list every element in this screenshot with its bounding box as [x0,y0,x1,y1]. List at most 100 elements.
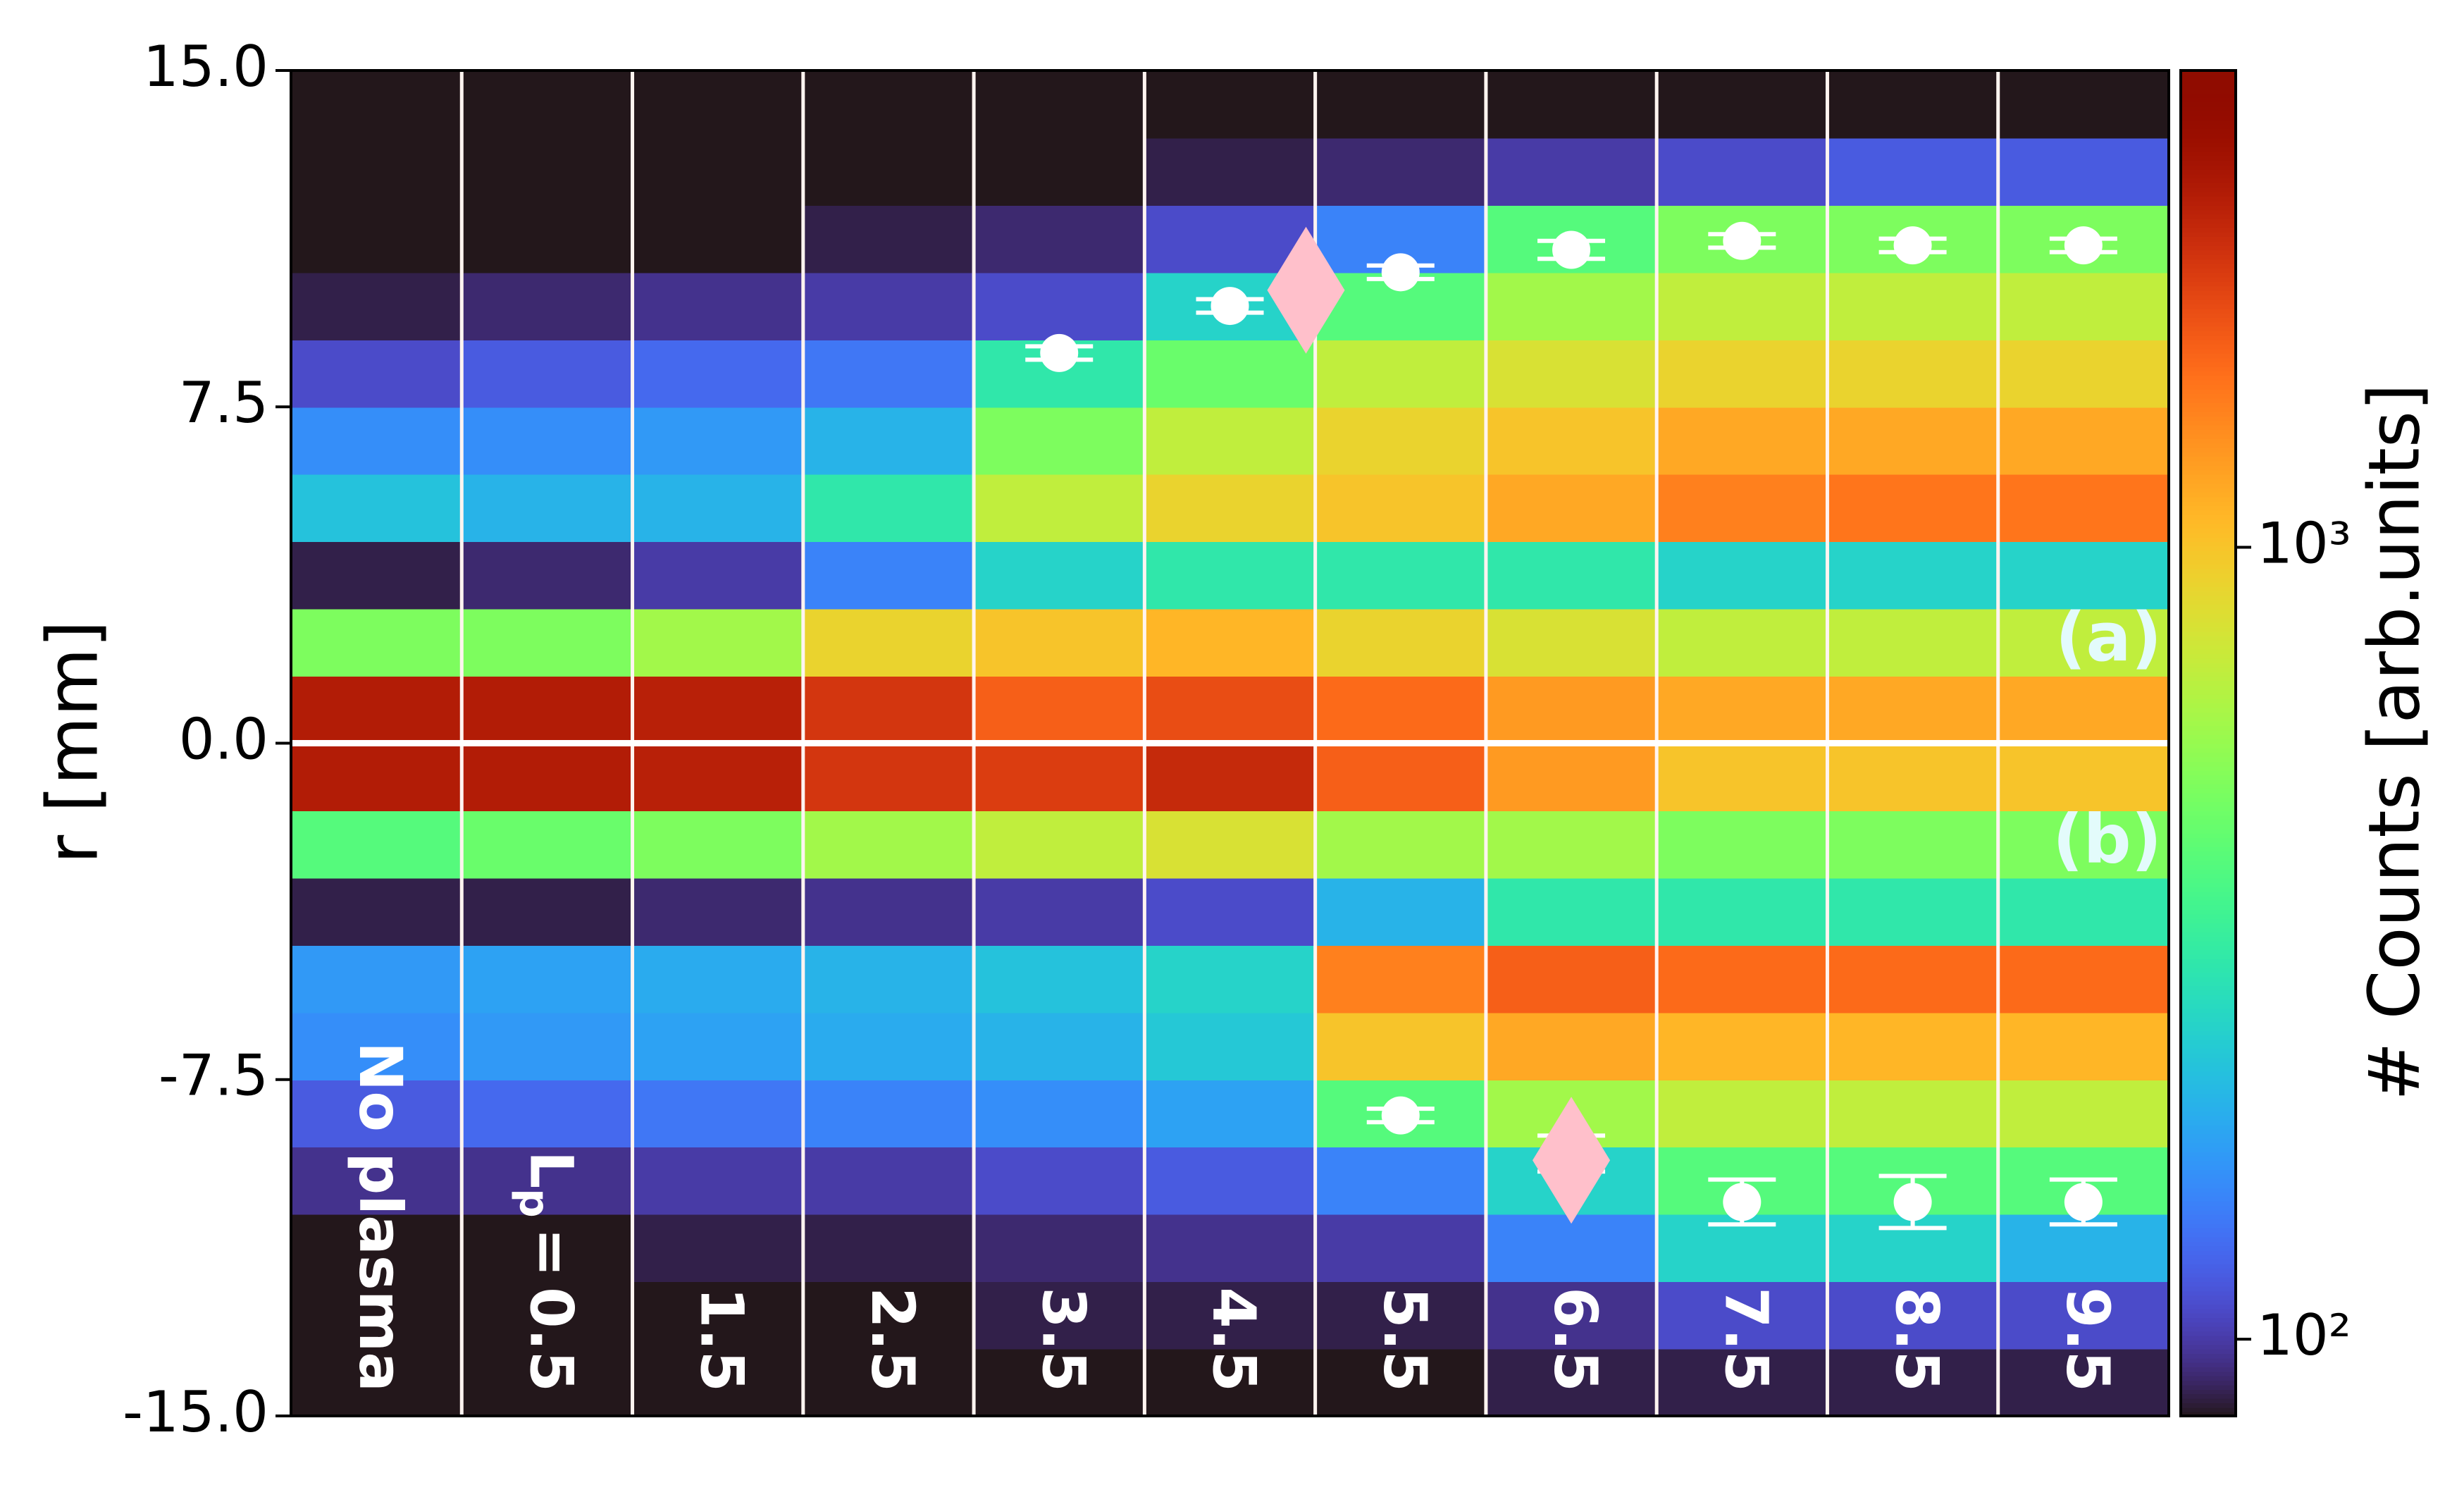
heatmap-cell [1998,743,2169,811]
colorbar-strip [2181,1250,2236,1255]
colorbar-strip [2181,801,2236,807]
colorbar-strip [2181,1344,2236,1350]
colorbar-strip [2181,1071,2236,1076]
colorbar-strip [2181,1191,2236,1197]
colorbar-strip [2181,92,2236,99]
colorbar-strip [2181,173,2236,179]
heatmap-cell [291,1079,463,1148]
heatmap-cell [1315,1281,1487,1350]
colorbar-strip [2181,720,2236,727]
colorbar-strip [2181,487,2236,493]
colorbar-strip [2181,1367,2236,1372]
colorbar-strip [2181,312,2236,318]
colorbar-strip [2181,514,2236,520]
colorbar-strip [2181,147,2236,152]
heatmap-cell [1657,474,1828,543]
colorbar-tick-label: 10³ [2257,510,2351,576]
colorbar-strip [2181,1088,2236,1094]
colorbar-strip [2181,128,2236,135]
colorbar-strip [2181,196,2236,202]
heatmap-cell [974,1214,1146,1283]
colorbar-strip [2181,492,2236,498]
colorbar-strip [2181,1035,2236,1040]
colorbar-strip [2181,532,2236,538]
colorbar-strip [2181,994,2236,1000]
colorbar-strip [2181,1111,2236,1116]
colorbar-strip [2181,868,2236,875]
heatmap-cell [803,137,975,206]
heatmap-cell [974,1147,1146,1215]
heatmap-cell [1144,474,1316,543]
colorbar-strip [2181,1204,2236,1211]
heatmap-cell [1315,70,1487,139]
heatmap-cell [1827,1348,1999,1417]
heatmap-cell [462,1281,633,1350]
heatmap-cell [974,541,1146,610]
colorbar-strip [2181,187,2236,192]
heatmap-cell [803,1147,975,1215]
colorbar-strip [2181,954,2236,959]
heatmap-cell [1827,137,1999,206]
heatmap-cell [1144,339,1316,408]
colorbar-strip [2181,1043,2236,1049]
colorbar-strip [2181,451,2236,457]
colorbar-strip [2181,411,2236,417]
colorbar-strip [2181,402,2236,408]
heatmap-cell [974,1012,1146,1080]
heatmap-cell [974,1281,1146,1350]
colorbar-strip [2181,352,2236,359]
heatmap-cell [291,1348,463,1417]
heatmap-cell [1657,137,1828,206]
label-symbol: L [516,1151,586,1189]
colorbar-strip [2181,344,2236,350]
colorbar-strip [2181,496,2236,502]
colorbar-strip [2181,1223,2236,1228]
heatmap-cell [1144,1281,1316,1350]
colorbar-strip [2181,999,2236,1004]
colorbar-strip [2181,676,2236,682]
colorbar-label: # Counts [arb.units] [2353,383,2435,1101]
heatmap-cell [291,608,463,677]
colorbar-strip [2181,88,2236,94]
colorbar-strip [2181,357,2236,363]
heatmap-cell [803,1012,975,1080]
colorbar-strip [2181,788,2236,794]
heatmap-cell [462,407,633,475]
colorbar-strip [2181,828,2236,834]
colorbar-strip [2181,1312,2236,1319]
colorbar-strip [2181,967,2236,973]
heatmap-cell [974,810,1146,879]
colorbar-strip [2181,1232,2236,1238]
colorbar-strip [2181,259,2236,264]
marker [1211,287,1249,326]
colorbar-strip [2181,990,2236,995]
colorbar-strip [2181,183,2236,188]
heatmap-cell [632,474,804,543]
colorbar-strip [2181,1097,2236,1103]
colorbar-strip [2181,739,2236,744]
colorbar-strip [2181,1259,2236,1264]
colorbar-strip [2181,1120,2236,1126]
heatmap-cell [1998,1348,2169,1417]
heatmap-cell [1144,877,1316,946]
colorbar-strip [2181,591,2236,596]
colorbar-strip [2181,1102,2236,1107]
heatmap-cell [803,541,975,610]
colorbar-strip [2181,760,2236,767]
colorbar-strip [2181,407,2236,412]
colorbar-strip [2181,528,2236,534]
colorbar-strip [2181,366,2236,372]
heatmap-cell [1827,272,1999,340]
colorbar-strip [2181,684,2236,691]
heatmap-cell [974,743,1146,811]
colorbar-strip [2181,348,2236,354]
colorbar-strip [2181,1160,2236,1166]
heatmap-cell [1998,541,2169,610]
diamond-marker [1533,1097,1611,1224]
colorbar-strip [2181,1290,2236,1296]
colorbar-strip [2181,285,2236,291]
marker [1893,1183,1932,1221]
heatmap-cell [291,877,463,946]
colorbar-strip [2181,1245,2236,1251]
